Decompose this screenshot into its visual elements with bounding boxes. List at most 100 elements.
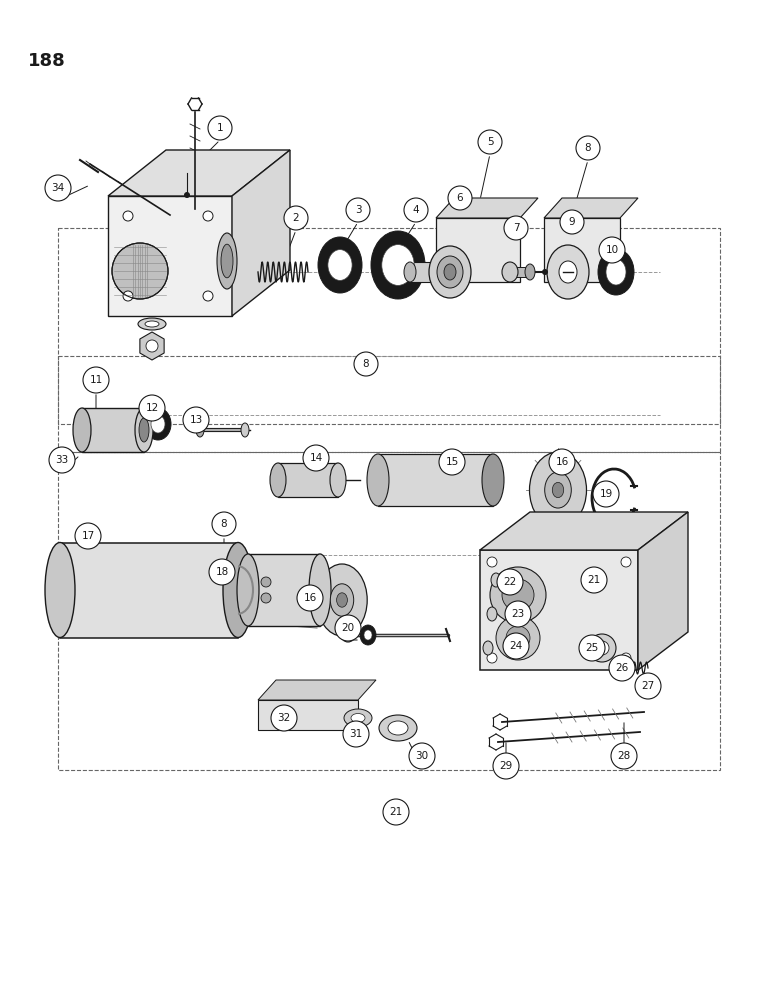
Text: 3: 3 (355, 205, 361, 215)
Ellipse shape (404, 262, 416, 282)
Ellipse shape (221, 244, 233, 278)
Ellipse shape (351, 714, 365, 722)
Text: 4: 4 (413, 205, 420, 215)
Circle shape (490, 567, 546, 623)
Circle shape (146, 340, 158, 352)
Circle shape (496, 616, 540, 660)
Circle shape (581, 567, 607, 593)
Circle shape (49, 447, 75, 473)
Circle shape (83, 367, 109, 393)
Circle shape (595, 641, 609, 655)
Ellipse shape (381, 245, 414, 285)
Text: 29: 29 (499, 761, 512, 771)
Circle shape (354, 352, 378, 376)
Circle shape (123, 211, 133, 221)
Circle shape (549, 449, 575, 475)
Text: 8: 8 (221, 519, 227, 529)
Ellipse shape (367, 454, 389, 506)
Ellipse shape (525, 264, 535, 280)
Ellipse shape (547, 245, 589, 299)
Ellipse shape (437, 256, 463, 288)
Circle shape (560, 210, 584, 234)
Ellipse shape (444, 264, 456, 280)
Text: 20: 20 (342, 623, 355, 633)
Text: 6: 6 (456, 193, 463, 203)
Polygon shape (544, 218, 620, 282)
Ellipse shape (328, 250, 352, 280)
Text: 30: 30 (416, 751, 428, 761)
Text: 21: 21 (389, 807, 402, 817)
Circle shape (635, 673, 661, 699)
Text: 34: 34 (51, 183, 65, 193)
Bar (410, 262, 450, 282)
Polygon shape (480, 512, 688, 550)
Text: 24: 24 (509, 641, 523, 651)
Circle shape (123, 291, 133, 301)
Polygon shape (258, 680, 376, 700)
Ellipse shape (330, 463, 346, 497)
Ellipse shape (337, 593, 347, 607)
Ellipse shape (135, 408, 153, 452)
Circle shape (112, 243, 168, 299)
Circle shape (184, 192, 190, 198)
Circle shape (203, 291, 213, 301)
Ellipse shape (45, 542, 75, 638)
Bar (58, 228, 720, 424)
Polygon shape (140, 332, 164, 360)
Circle shape (504, 216, 528, 240)
Text: 21: 21 (587, 575, 601, 585)
Circle shape (261, 577, 271, 587)
Polygon shape (108, 150, 290, 196)
Circle shape (335, 615, 361, 641)
Circle shape (303, 445, 329, 471)
Circle shape (203, 211, 213, 221)
Text: 33: 33 (55, 455, 69, 465)
Ellipse shape (483, 641, 493, 655)
Ellipse shape (330, 584, 353, 616)
Text: 12: 12 (145, 403, 158, 413)
Ellipse shape (360, 625, 376, 645)
Text: 14: 14 (310, 453, 323, 463)
Ellipse shape (309, 554, 331, 626)
Ellipse shape (379, 715, 417, 741)
Bar (278, 463, 338, 497)
Bar (58, 356, 720, 452)
Circle shape (609, 655, 635, 681)
Circle shape (506, 626, 530, 650)
Circle shape (271, 705, 297, 731)
Ellipse shape (429, 246, 471, 298)
Polygon shape (436, 198, 538, 218)
Circle shape (208, 116, 232, 140)
Bar (60, 543, 238, 638)
Polygon shape (232, 150, 290, 316)
Circle shape (212, 512, 236, 536)
Text: 1: 1 (217, 123, 223, 133)
Ellipse shape (223, 542, 253, 638)
Circle shape (439, 449, 465, 475)
Ellipse shape (237, 554, 259, 626)
Circle shape (284, 206, 308, 230)
Ellipse shape (241, 423, 249, 437)
Circle shape (487, 557, 497, 567)
Text: 25: 25 (585, 643, 598, 653)
Ellipse shape (371, 231, 425, 299)
Circle shape (183, 407, 209, 433)
Text: 18: 18 (215, 567, 229, 577)
Text: 5: 5 (487, 137, 493, 147)
Ellipse shape (196, 423, 204, 437)
Ellipse shape (151, 415, 165, 433)
Polygon shape (258, 700, 358, 730)
Text: 8: 8 (585, 143, 591, 153)
Circle shape (588, 634, 616, 662)
Ellipse shape (502, 262, 518, 282)
Text: 22: 22 (503, 577, 516, 587)
Bar (510, 267, 530, 277)
Circle shape (261, 593, 271, 603)
Polygon shape (544, 198, 638, 218)
Circle shape (346, 198, 370, 222)
Text: 31: 31 (349, 729, 363, 739)
Ellipse shape (487, 607, 497, 621)
Bar (82, 408, 144, 452)
Text: 8: 8 (363, 359, 369, 369)
Text: 188: 188 (28, 52, 66, 70)
